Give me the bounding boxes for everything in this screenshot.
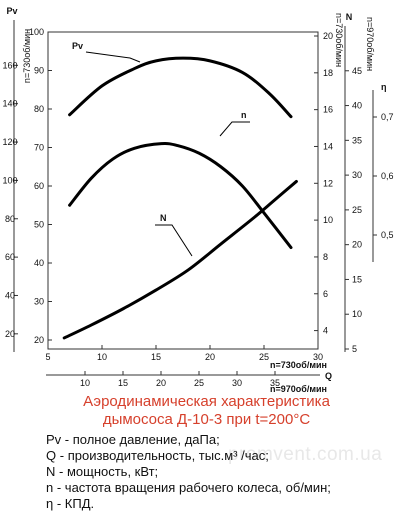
- x730-tick-label: 15: [151, 352, 161, 362]
- n970-tick-label: 40: [352, 101, 362, 111]
- plot-frame: [47, 31, 319, 350]
- pv730-tick-label: 90: [34, 66, 44, 76]
- n730-tick-label: 4: [323, 326, 328, 336]
- n970-tick-label: 20: [352, 240, 362, 250]
- legend-item-q: Q - производительность, тыс.м³ /час;: [46, 448, 269, 463]
- pv730-tick-label: 70: [34, 143, 44, 153]
- eta-tick-label: 0,6: [381, 171, 394, 181]
- power-curve-label: N: [160, 213, 167, 223]
- legend-item-pv: Pv - полное давление, даПа;: [46, 432, 220, 447]
- x970-tick-label: 20: [156, 378, 166, 388]
- legend-item-speed: n - частота вращения рабочего колеса, об…: [46, 480, 331, 495]
- eta-curve-label: n: [241, 110, 247, 120]
- n-axis-label: N: [346, 12, 353, 22]
- pv970-tick-label: 120: [2, 137, 17, 147]
- pv730-tick-label: 80: [34, 104, 44, 114]
- n970-tick-label: 5: [352, 344, 357, 354]
- x730-tick-label: 20: [205, 352, 215, 362]
- x970-tick-label: 10: [80, 378, 90, 388]
- n730-tick-label: 20: [323, 31, 333, 41]
- eta-curve-leader: [219, 121, 250, 137]
- n970-tick-label: 25: [352, 205, 362, 215]
- pv730-tick-label: 20: [34, 335, 44, 345]
- chart-title-line-2: дымососа Д-10-3 при t=200°C: [102, 411, 311, 428]
- pv970-tick-label: 160: [2, 60, 17, 70]
- eta-curve: [68, 142, 293, 250]
- n730-tick-label: 16: [323, 105, 333, 115]
- pv-curve: [68, 56, 293, 119]
- pv970-tick-label: 140: [2, 99, 17, 109]
- chart-title-line-1: Аэродинамическая характеристика: [83, 393, 330, 410]
- pv730-axis-label: n=730об/мин: [22, 29, 32, 83]
- x730-tick-label: 30: [313, 352, 323, 362]
- pv-curve-leader: [85, 51, 141, 63]
- n730-tick-label: 18: [323, 68, 333, 78]
- pv-curve-label: Pv: [72, 41, 83, 51]
- x970-tick-label: 30: [232, 378, 242, 388]
- x-axis-label: Q: [325, 371, 332, 381]
- eta-axis-label: η: [381, 82, 387, 92]
- pv-axis-label: Pv: [6, 6, 17, 16]
- n970-tick-label: 35: [352, 135, 362, 145]
- n730-tick-label: 6: [323, 289, 328, 299]
- n970-tick-label: 10: [352, 309, 362, 319]
- pv970-tick-label: 60: [5, 252, 15, 262]
- n730-tick-label: 10: [323, 215, 333, 225]
- pv970-tick-label: 80: [5, 214, 15, 224]
- pv970-tick-label: 40: [5, 290, 15, 300]
- x970-tick-label: 25: [194, 378, 204, 388]
- pv730-tick-label: 40: [34, 258, 44, 268]
- pv970-tick-label: 100: [2, 175, 17, 185]
- pv730-tick-label: 30: [34, 297, 44, 307]
- x730-axis-label: n=730об/мин: [270, 360, 327, 370]
- x730-tick-label: 5: [45, 352, 50, 362]
- legend-item-eta: η - КПД.: [46, 496, 95, 511]
- eta-tick-label: 0,7: [381, 112, 394, 122]
- n970-tick-label: 15: [352, 274, 362, 284]
- legend: Pv - полное давление, даПа; Q - производ…: [46, 432, 331, 512]
- n730-tick-label: 12: [323, 178, 333, 188]
- power-curve: [62, 179, 298, 340]
- pv730-tick-label: 100: [29, 27, 44, 37]
- power-curve-leader: [155, 224, 193, 257]
- x970-axis-label: n=970об/мин: [270, 384, 327, 394]
- x970-tick-label: 15: [118, 378, 128, 388]
- legend-item-n: N - мощность, кВт;: [46, 464, 159, 479]
- n970-tick-label: 45: [352, 66, 362, 76]
- n730-tick-label: 14: [323, 141, 333, 151]
- n730-tick-label: 8: [323, 252, 328, 262]
- n970-tick-label: 30: [352, 170, 362, 180]
- pv970-tick-label: 20: [5, 329, 15, 339]
- pv730-tick-label: 60: [34, 181, 44, 191]
- n730-axis-label: n=730об/мин: [334, 13, 344, 67]
- x970-tick-label: 35: [270, 378, 280, 388]
- pv730-tick-label: 50: [34, 220, 44, 230]
- n970-axis-label: n=970об/мин: [365, 17, 375, 71]
- x730-tick-label: 10: [97, 352, 107, 362]
- x730-tick-label: 25: [259, 352, 269, 362]
- eta-tick-label: 0,5: [381, 230, 394, 240]
